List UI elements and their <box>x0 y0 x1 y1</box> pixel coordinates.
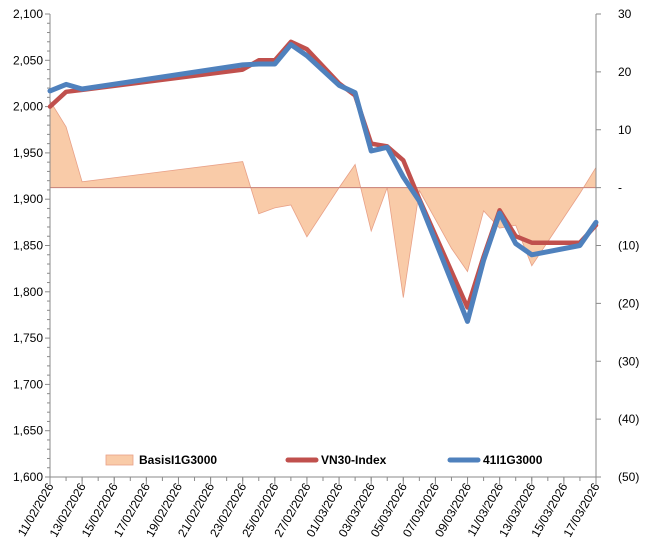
legend-item: BasisI1G3000 <box>105 453 217 467</box>
legend-label: BasisI1G3000 <box>139 453 217 467</box>
legend-label: VN30-Index <box>321 453 387 467</box>
y-left-tick-label: 2,050 <box>13 53 43 67</box>
legend-label: 41I1G3000 <box>483 453 543 467</box>
y-right-tick-label: (10) <box>618 239 639 253</box>
legend-item: 41I1G3000 <box>447 453 543 467</box>
legend-item: VN30-Index <box>285 453 387 467</box>
y-left-tick-label: 1,650 <box>13 424 43 438</box>
legend-swatch <box>105 454 134 466</box>
series-lines-layer <box>47 39 599 324</box>
y-left-tick-label: 1,600 <box>13 470 43 484</box>
y-right-tick-label: (40) <box>618 412 639 426</box>
y-right-tick-label: 10 <box>618 123 632 137</box>
y-left-tick-label: 2,000 <box>13 100 43 114</box>
y-left-tick-label: 1,900 <box>13 192 43 206</box>
y-left-tick-label: 1,750 <box>13 331 43 345</box>
y-right-tick-label: (50) <box>618 470 639 484</box>
y-right-tick-label: 20 <box>618 65 632 79</box>
basis-area <box>49 99 597 298</box>
y-right-tick-label: (30) <box>618 354 639 368</box>
y-left-tick-label: 1,700 <box>13 377 43 391</box>
legend: BasisI1G3000 VN30-Index 41I1G3000 <box>105 453 543 467</box>
series-line-41i1g3000 <box>47 42 599 324</box>
y-left-tick-label: 1,800 <box>13 285 43 299</box>
y-right-tick-label: - <box>618 181 622 195</box>
y-left-tick-label: 1,850 <box>13 239 43 253</box>
y-left-tick-label: 2,100 <box>13 7 43 21</box>
basis-area-layer <box>49 99 597 298</box>
y-right-tick-label: (20) <box>618 296 639 310</box>
y-left-tick-label: 1,950 <box>13 146 43 160</box>
y-right-tick-label: 30 <box>618 7 632 21</box>
